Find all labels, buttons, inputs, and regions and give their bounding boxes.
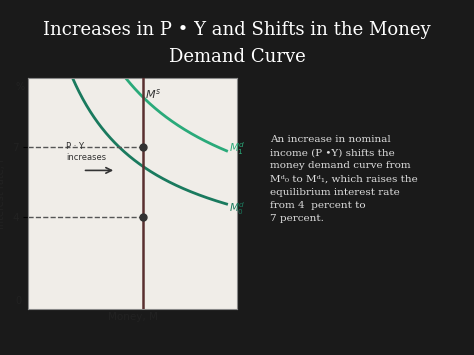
Text: Demand Curve: Demand Curve: [169, 48, 305, 66]
X-axis label: Money, M: Money, M: [108, 312, 158, 322]
Text: %: %: [16, 82, 25, 92]
Text: Increases in P • Y and Shifts in the Money: Increases in P • Y and Shifts in the Mon…: [43, 21, 431, 39]
Text: $M^s$: $M^s$: [145, 87, 162, 101]
Text: $M^d_0$: $M^d_0$: [228, 200, 245, 217]
Text: An increase in nominal
income (P •Y) shifts the
money demand curve from
Mᵈ₀ to M: An increase in nominal income (P •Y) shi…: [270, 135, 418, 223]
Text: $M^d_1$: $M^d_1$: [228, 140, 245, 157]
Text: Interest rate, r: Interest rate, r: [0, 158, 6, 229]
Text: 0: 0: [15, 296, 21, 306]
Text: P · Y
increases: P · Y increases: [66, 142, 106, 162]
